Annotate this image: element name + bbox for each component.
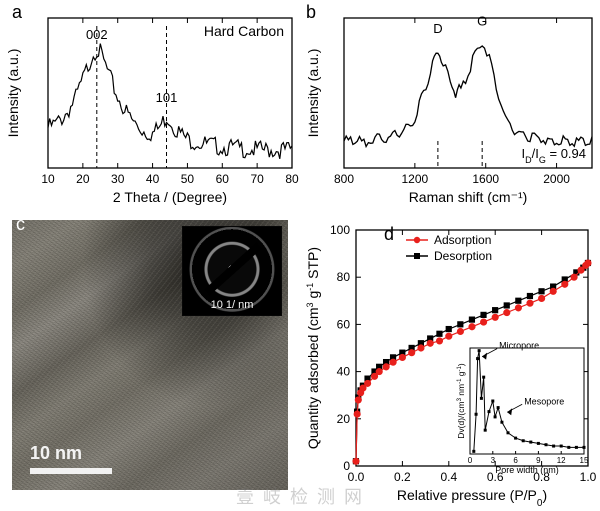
- svg-text:0: 0: [468, 456, 473, 465]
- svg-text:Raman shift (cm⁻¹): Raman shift (cm⁻¹): [409, 189, 528, 205]
- panel-b: b 800 1200 1600 2000 D G ID/IG = 0.94 Raman shi…: [300, 0, 600, 210]
- svg-text:0: 0: [343, 459, 350, 473]
- svg-text:10: 10: [41, 172, 55, 186]
- svg-text:2 Theta / (Degree): 2 Theta / (Degree): [113, 189, 227, 205]
- svg-text:60: 60: [337, 317, 351, 331]
- svg-text:0.2: 0.2: [394, 470, 411, 484]
- svg-text:1200: 1200: [402, 172, 429, 186]
- saed-inset: 10 1/ nm: [182, 226, 282, 316]
- panel-b-chart: 800 1200 1600 2000 D G ID/IG = 0.94 Raman shift…: [300, 0, 600, 210]
- svg-text:2000: 2000: [543, 172, 570, 186]
- figure-grid: a 1020304050607080002101Hard Carbon2 The…: [0, 0, 600, 511]
- svg-text:Hard Carbon: Hard Carbon: [204, 23, 284, 39]
- svg-text:002: 002: [86, 27, 108, 42]
- svg-text:100: 100: [330, 223, 350, 237]
- svg-text:1600: 1600: [472, 172, 499, 186]
- tem-image: 10 1/ nm 10 nm: [12, 220, 288, 490]
- svg-text:Relative pressure (P/P0): Relative pressure (P/P0): [397, 487, 547, 509]
- svg-text:0.0: 0.0: [348, 470, 365, 484]
- svg-text:70: 70: [250, 172, 264, 186]
- svg-text:15: 15: [580, 456, 589, 465]
- panel-b-label: b: [306, 2, 316, 23]
- svg-text:Desorption: Desorption: [434, 249, 492, 263]
- svg-text:40: 40: [146, 172, 160, 186]
- panel-d-chart: 0.00.20.40.60.81.0020406080100Adsorption…: [300, 210, 600, 510]
- svg-text:Dv(d)/(cm3 nm-1 g-1): Dv(d)/(cm3 nm-1 g-1): [456, 363, 466, 439]
- svg-text:20: 20: [76, 172, 90, 186]
- svg-text:G: G: [477, 14, 487, 29]
- panel-c-label: c: [16, 214, 25, 235]
- panel-a: a 10 20 30 40 50 60 70 80 002 101 Hard Carbon 2 The…: [0, 0, 300, 210]
- svg-text:9: 9: [536, 456, 541, 465]
- svg-text:1.0: 1.0: [580, 470, 597, 484]
- svg-text:101: 101: [156, 90, 178, 105]
- panel-a-chart: 10 20 30 40 50 60 70 80 002 101 Hard Carbon 2 Theta…: [0, 0, 300, 210]
- svg-text:D: D: [433, 21, 442, 36]
- panel-d: d 0.00.20.40.60.81.0020406080100Adsorpti…: [300, 210, 600, 510]
- svg-text:6: 6: [513, 456, 518, 465]
- svg-text:50: 50: [181, 172, 195, 186]
- svg-text:Quantity adsorbed (cm3 g-1 STP: Quantity adsorbed (cm3 g-1 STP): [305, 247, 321, 449]
- panel-c: c 10 1/ nm 10 nm: [0, 210, 300, 510]
- svg-text:Adsorption: Adsorption: [434, 233, 491, 247]
- svg-text:60: 60: [216, 172, 230, 186]
- svg-text:12: 12: [557, 456, 566, 465]
- panel-d-label: d: [384, 224, 394, 245]
- panel-a-label: a: [12, 2, 22, 23]
- svg-text:30: 30: [111, 172, 125, 186]
- svg-text:3: 3: [491, 456, 496, 465]
- svg-text:800: 800: [334, 172, 354, 186]
- svg-text:80: 80: [285, 172, 299, 186]
- svg-text:Intensity (a.u.): Intensity (a.u.): [305, 49, 321, 138]
- svg-text:ID/IG = 0.94: ID/IG = 0.94: [522, 146, 587, 165]
- svg-text:40: 40: [337, 365, 351, 379]
- svg-text:Pore width (nm): Pore width (nm): [495, 465, 559, 475]
- saed-beamstop: [204, 243, 261, 296]
- svg-text:20: 20: [337, 412, 351, 426]
- scalebar-text: 10 nm: [30, 443, 82, 464]
- svg-text:0.4: 0.4: [440, 470, 457, 484]
- svg-text:80: 80: [337, 270, 351, 284]
- svg-text:Mesopore: Mesopore: [524, 396, 564, 406]
- svg-text:Micropore: Micropore: [499, 341, 539, 351]
- scalebar: [30, 468, 112, 474]
- saed-scale-label: 10 1/ nm: [183, 299, 281, 311]
- svg-text:Intensity (a.u.): Intensity (a.u.): [5, 49, 21, 138]
